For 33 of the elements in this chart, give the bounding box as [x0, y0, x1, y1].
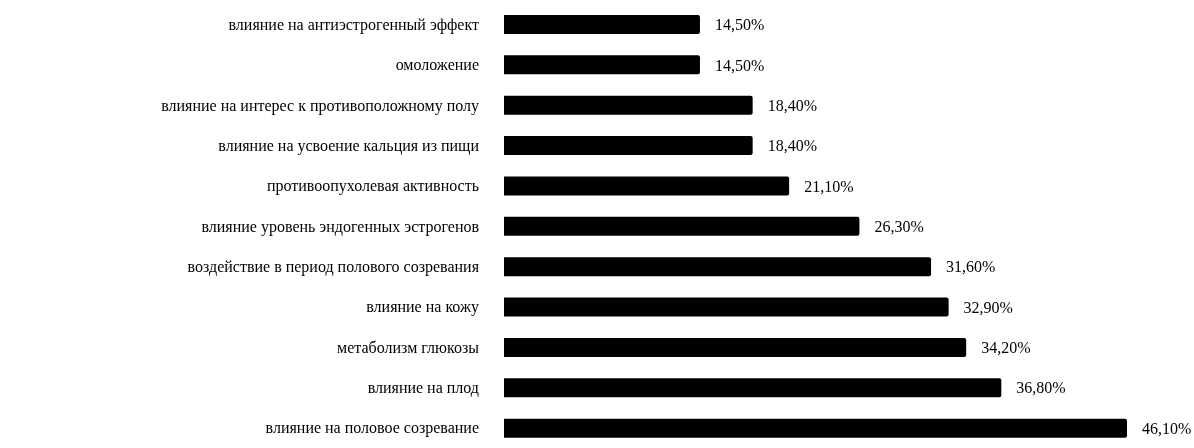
bar [504, 95, 753, 115]
data-label: 18,40% [767, 96, 817, 114]
bar [504, 15, 700, 34]
bar [504, 337, 967, 357]
data-label: 31,60% [946, 258, 996, 276]
y-tick-label: воздействие в период полового созревания [187, 258, 480, 277]
y-tick-label: влияние на плод [367, 379, 479, 398]
y-tick-label: влияние на интерес к противоположному полу [161, 96, 479, 115]
y-tick-label: влияние на половое созревание [265, 419, 479, 438]
data-label: 14,50% [714, 56, 765, 74]
bar [504, 418, 1127, 438]
bar [504, 55, 700, 75]
y-tick-label: влияние на кожу [366, 298, 479, 317]
bar [504, 378, 1002, 398]
data-label: 34,20% [981, 339, 1031, 357]
bar [504, 257, 932, 277]
y-tick-label: влияние на усвоение кальция из пищи [218, 136, 480, 155]
data-label: 21,10% [804, 177, 854, 195]
y-tick-label: противоопухолевая активность [266, 177, 479, 196]
bar [504, 216, 860, 236]
y-tick-label: влияние на антиэстрогенный эффект [228, 15, 479, 34]
bar [504, 136, 753, 156]
y-tick-label: влияние уровень эндогенных эстрогенов [201, 217, 480, 236]
data-label: 46,10% [1142, 419, 1192, 437]
y-tick-label: метаболизм глюкозы [337, 338, 480, 356]
data-label: 26,30% [874, 218, 924, 235]
data-label: 36,80% [1016, 379, 1066, 397]
data-label: 32,90% [963, 298, 1013, 316]
bar [504, 176, 790, 196]
bar [504, 297, 949, 317]
data-label: 18,40% [767, 137, 817, 155]
data-label: 14,50% [714, 16, 765, 34]
y-tick-label: омоложение [395, 56, 479, 74]
